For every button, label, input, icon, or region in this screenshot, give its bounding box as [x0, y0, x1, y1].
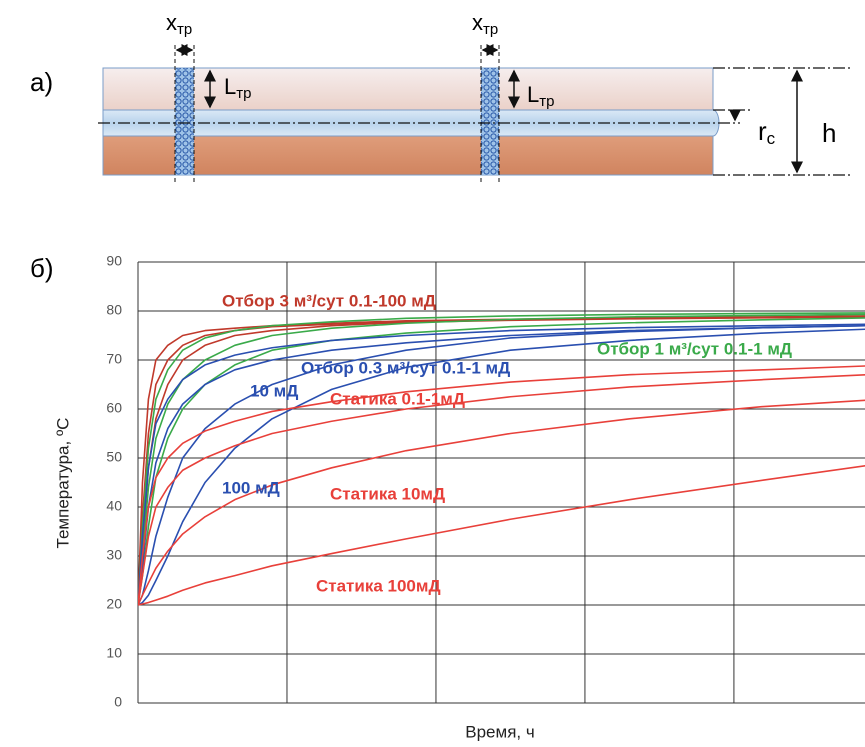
dimension-arrows	[175, 44, 803, 174]
fracture-length-label: Lтр	[224, 74, 251, 102]
line	[138, 313, 865, 606]
annotation: Отбор 0.3 м³/сут 0.1-1 мД	[301, 358, 510, 377]
diagram: а) xтр xтр Lтр Lтр rс h	[30, 10, 850, 185]
annotation: 10 мД	[250, 381, 298, 400]
y-tick-label: 60	[106, 400, 122, 416]
fracture	[175, 68, 194, 175]
y-tick-label: 30	[106, 547, 122, 563]
y-tick-label: 20	[106, 596, 122, 612]
panel-label: б)	[30, 253, 54, 283]
annotation: Отбор 1 м³/сут 0.1-1 мД	[597, 339, 792, 358]
fracture-width-label: xтр	[166, 10, 192, 38]
chart: б) Температура, ºC Время, ч 0 10 20 30 40 50 6…	[30, 253, 865, 741]
y-tick-label: 90	[106, 253, 122, 269]
dash-dot-lines	[98, 67, 850, 176]
line	[138, 399, 865, 606]
well-radius-label: rс	[758, 116, 776, 149]
fracture	[481, 68, 499, 175]
annotation: 100 мД	[222, 478, 280, 497]
panel-label: а)	[30, 67, 53, 97]
thickness-label: h	[822, 118, 836, 148]
guide-lines	[174, 45, 500, 185]
line	[138, 324, 865, 606]
line	[138, 317, 865, 606]
line	[138, 324, 865, 606]
y-tick-label: 80	[106, 302, 122, 318]
x-axis-label: Время, ч	[465, 722, 534, 741]
line	[138, 312, 865, 606]
annotation: Статика 100мД	[316, 576, 441, 595]
y-tick-label: 40	[106, 498, 122, 514]
line	[138, 374, 865, 606]
y-tick-label: 0	[114, 694, 122, 710]
fracture-length-label: Lтр	[527, 82, 554, 110]
plot-lines	[138, 312, 865, 606]
line	[138, 365, 865, 606]
annotation: Статика 0.1-1мД	[330, 389, 465, 408]
y-tick-label: 50	[106, 449, 122, 465]
y-tick-label: 10	[106, 645, 122, 661]
y-tick-label: 70	[106, 351, 122, 367]
line	[138, 328, 865, 606]
y-axis-label: Температура, ºC	[53, 418, 72, 549]
annotation: Отбор 3 м³/сут 0.1-100 мД	[222, 291, 436, 310]
annotation: Статика 10мД	[330, 484, 445, 503]
fracture-width-label: xтр	[472, 10, 498, 38]
line	[138, 323, 865, 606]
line	[138, 464, 865, 606]
